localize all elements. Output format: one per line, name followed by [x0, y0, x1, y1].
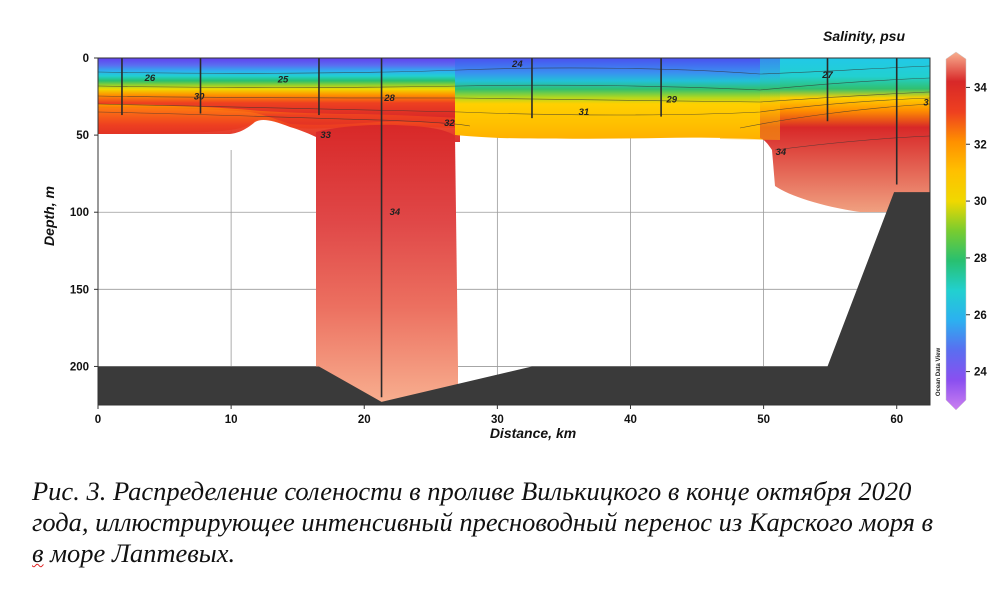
y-tick-label-3: 150 [70, 284, 89, 296]
seabed-profile [98, 192, 930, 405]
contour-label-9: 33 [320, 130, 331, 141]
white-gap-left [98, 119, 318, 150]
contour-label-4: 30 [194, 92, 205, 103]
contour-label-6: 29 [665, 95, 677, 106]
plot-frame [97, 57, 931, 406]
colorbar-tick-label-4: 32 [974, 139, 987, 151]
contour-label-3: 27 [821, 70, 833, 81]
colorbar-tick-label-2: 28 [974, 253, 987, 265]
caption-line-3-rest: море Лаптевых. [43, 538, 236, 568]
colorbar: 24 26 28 30 32 34 [945, 51, 987, 411]
caption-line-1: Рис. 3. Распределение солености в пролив… [32, 476, 912, 506]
contour-labels: 26 25 24 27 30 28 29 31 32 33 34 34 3 [144, 59, 930, 218]
x-tick-label-3: 30 [491, 414, 504, 426]
colorbar-tick-label-1: 26 [974, 310, 987, 322]
contour-label-10: 34 [390, 207, 401, 218]
colorbar-tick-label-5: 34 [974, 82, 987, 94]
colorbar-title: Salinity, psu [823, 28, 905, 44]
x-tick-label-2: 20 [358, 414, 371, 426]
figure-caption: Рис. 3. Распределение солености в пролив… [32, 476, 982, 569]
y-tick-label-0: 0 [83, 53, 89, 65]
caption-line-3-prefix: в [32, 538, 44, 568]
station-lines [121, 58, 898, 398]
surface-layer-middle [455, 58, 775, 140]
y-tick-label-4: 200 [70, 361, 89, 373]
contour-label-12: 3 [923, 98, 929, 109]
x-tick-label-0: 0 [95, 414, 101, 426]
contour-label-5: 28 [383, 93, 395, 104]
contour-label-7: 31 [579, 107, 590, 118]
trough-water [316, 124, 458, 405]
colorbar-ticks: 24 26 28 30 32 34 [966, 82, 987, 379]
colorbar-tick-label-0: 24 [974, 367, 987, 379]
y-axis-title: Depth, m [41, 186, 57, 246]
contour-label-8: 32 [444, 118, 455, 129]
x-axis-title: Distance, km [490, 425, 576, 441]
y-tick-label-2: 100 [70, 207, 89, 219]
contour-label-2: 24 [511, 59, 523, 70]
x-tick-label-6: 60 [890, 414, 903, 426]
contour-label-1: 25 [277, 75, 289, 86]
y-axis-ticks: 0 50 100 150 200 [70, 53, 98, 373]
caption-line-2: года, иллюстрирующее интенсивный преснов… [32, 507, 934, 537]
x-tick-label-5: 50 [757, 414, 770, 426]
odv-branding: Ocean Data View [936, 348, 942, 397]
contour-label-0: 26 [144, 73, 156, 84]
x-tick-label-4: 40 [624, 414, 637, 426]
x-axis-ticks: 0 10 20 30 40 50 60 [95, 405, 903, 426]
colorbar-tick-label-3: 30 [974, 196, 987, 208]
surface-transition [720, 58, 780, 140]
surface-layer-right [760, 58, 930, 212]
colorbar-bar [945, 51, 967, 411]
contour-label-11: 34 [776, 147, 787, 158]
x-tick-label-1: 10 [225, 414, 238, 426]
y-tick-label-1: 50 [76, 130, 89, 142]
